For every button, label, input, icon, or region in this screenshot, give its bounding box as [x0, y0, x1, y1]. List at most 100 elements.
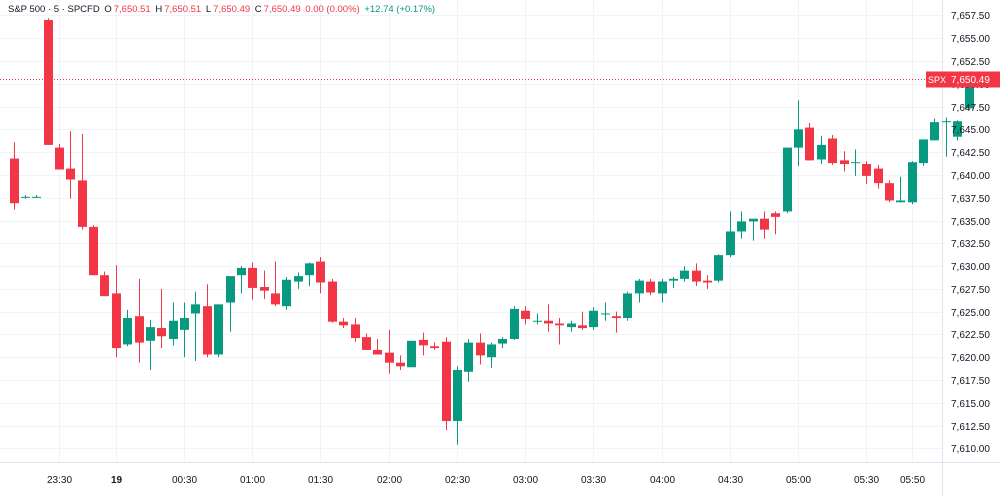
x-tick-label: 01:30	[308, 475, 333, 486]
symbol-label[interactable]: S&P 500 · 5 · SPCFD	[8, 4, 100, 15]
candle-body	[635, 280, 644, 294]
open-value: 7,650.51	[113, 4, 151, 15]
candle-body	[840, 160, 849, 165]
candle-body	[601, 313, 610, 315]
candle-body	[419, 339, 428, 346]
candle-body	[851, 162, 860, 164]
candle-body	[885, 183, 894, 201]
candle-body	[476, 342, 485, 356]
y-tick-label: 7,625.00	[951, 308, 990, 319]
candle-body	[567, 323, 576, 328]
price-axis[interactable]: 7,610.00 7,612.50 7,615.00 7,617.50 7,620.00…	[951, 11, 990, 455]
low-value: 7,650.49	[213, 4, 251, 15]
candle-body	[66, 168, 75, 180]
tag-symbol-bg	[926, 71, 948, 88]
candle-body	[282, 279, 291, 307]
candle-body	[862, 164, 871, 176]
x-tick-label: 05:00	[786, 475, 811, 486]
candle-body	[680, 270, 689, 279]
candle-body	[464, 342, 473, 372]
candle-body	[487, 344, 496, 358]
day-change: +12.74 (+0.17%)	[364, 4, 436, 15]
y-tick-label: 7,612.50	[951, 422, 990, 433]
candle-body	[328, 281, 337, 322]
candle-body	[89, 226, 98, 276]
time-axis[interactable]: 23:30 19 00:30 01:00 01:30 02:00 02:30 03:00 03:…	[47, 475, 925, 486]
candle-body	[260, 287, 269, 291]
high-label: H	[155, 4, 163, 15]
close-label: C	[254, 4, 262, 15]
candle-body	[180, 318, 189, 330]
candle-body	[714, 255, 723, 281]
candle-body	[498, 338, 507, 344]
candle-body	[794, 129, 803, 148]
x-tick-label: 05:30	[854, 475, 879, 486]
y-tick-label: 7,620.00	[951, 353, 990, 364]
low-label: L	[205, 4, 212, 15]
x-tick-label: 03:00	[513, 475, 538, 486]
candle-body	[555, 323, 564, 326]
candle-body	[930, 122, 939, 141]
x-tick-label: 04:30	[718, 475, 743, 486]
x-tick-label: 00:30	[172, 475, 197, 486]
candle-body	[135, 316, 144, 343]
candle-body	[953, 121, 962, 137]
tag-symbol: SPX	[928, 75, 946, 85]
candle-body	[612, 316, 621, 319]
candle-body	[112, 293, 121, 349]
tag-value-bg	[948, 71, 1000, 88]
candle-body	[396, 362, 405, 367]
y-tick-label: 7,642.50	[951, 148, 990, 159]
y-tick-label: 7,622.50	[951, 330, 990, 341]
candle-body	[965, 79, 974, 109]
candle-body	[385, 352, 394, 363]
y-tick-label: 7,647.50	[951, 103, 990, 114]
candle-body	[908, 162, 917, 203]
candle-body	[453, 369, 462, 421]
candle-body	[339, 321, 348, 326]
y-tick-label: 7,652.50	[951, 57, 990, 68]
candle-body	[658, 281, 667, 294]
x-tick-label: 05:50	[900, 475, 925, 486]
y-tick-label: 7,632.50	[951, 239, 990, 250]
candle-body	[78, 180, 87, 227]
y-tick-label: 7,630.00	[951, 262, 990, 273]
y-tick-label: 7,615.00	[951, 399, 990, 410]
candle-body	[896, 200, 905, 203]
y-tick-label: 7,645.00	[951, 125, 990, 136]
y-tick-label: 7,627.50	[951, 285, 990, 296]
candle-body	[169, 320, 178, 339]
candle-body	[783, 147, 792, 212]
candle-body	[533, 320, 542, 322]
candle-body	[430, 346, 439, 349]
candle-body	[521, 310, 530, 319]
candle-body	[942, 121, 951, 123]
bar-change: 0.00 (0.00%)	[305, 4, 360, 15]
y-tick-label: 7,610.00	[951, 444, 990, 455]
candle-body	[32, 196, 41, 198]
candle-body	[10, 158, 19, 204]
x-tick-label: 04:00	[650, 475, 675, 486]
candle-body	[874, 168, 883, 184]
candle-body	[203, 306, 212, 355]
x-tick-label: 03:30	[581, 475, 606, 486]
candle-body	[692, 270, 701, 282]
candle-body	[21, 196, 30, 198]
candle-body	[351, 324, 360, 339]
close-value: 7,650.49	[263, 4, 301, 15]
candle-body	[623, 293, 632, 319]
y-tick-label: 7,635.00	[951, 217, 990, 228]
candle-body	[294, 276, 303, 282]
candle-body	[760, 218, 769, 230]
candle-body	[589, 310, 598, 328]
candle-body	[271, 293, 280, 305]
candle-body	[578, 325, 587, 329]
candle-body	[123, 318, 132, 345]
candle-body	[805, 127, 814, 161]
candle-body	[248, 267, 257, 288]
candle-body	[305, 263, 314, 276]
x-tick-label: 23:30	[47, 475, 72, 486]
high-value: 7,650.51	[164, 4, 202, 15]
